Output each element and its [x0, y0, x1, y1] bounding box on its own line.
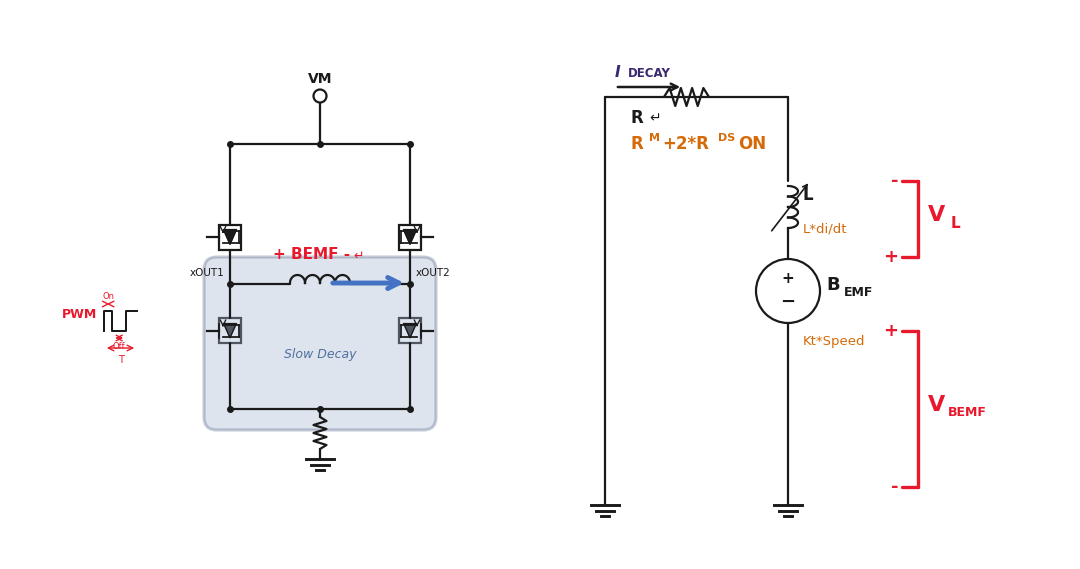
- Text: ON: ON: [738, 135, 766, 153]
- Text: On: On: [103, 292, 114, 301]
- Text: ↵: ↵: [353, 250, 364, 263]
- Bar: [219, 318, 241, 343]
- Text: + BEMF -: + BEMF -: [273, 247, 351, 262]
- Text: xOUT2: xOUT2: [416, 268, 450, 278]
- Text: L: L: [804, 186, 813, 204]
- Polygon shape: [224, 230, 237, 244]
- Text: L: L: [951, 216, 960, 230]
- Polygon shape: [404, 230, 416, 244]
- Bar: [399, 225, 421, 250]
- Text: V: V: [928, 205, 945, 225]
- Text: R: R: [630, 109, 643, 127]
- Text: +: +: [782, 270, 795, 286]
- Text: Off: Off: [113, 342, 125, 351]
- Text: R: R: [630, 135, 643, 153]
- Text: B: B: [826, 276, 839, 294]
- Text: Kt*Speed: Kt*Speed: [804, 335, 865, 348]
- Text: Slow Decay: Slow Decay: [284, 348, 356, 361]
- Text: +2*R: +2*R: [662, 135, 708, 153]
- Text: VM: VM: [308, 72, 333, 86]
- Bar: [219, 225, 241, 250]
- Text: V: V: [928, 395, 945, 415]
- Text: PWM: PWM: [62, 307, 97, 320]
- Text: L*di/dt: L*di/dt: [804, 222, 848, 236]
- Text: DS: DS: [718, 133, 735, 143]
- Text: -: -: [891, 172, 897, 190]
- FancyBboxPatch shape: [204, 257, 436, 430]
- Text: I: I: [615, 65, 621, 80]
- Text: −: −: [781, 293, 796, 311]
- Text: xOUT1: xOUT1: [189, 268, 224, 278]
- Text: -: -: [891, 478, 897, 496]
- Text: DECAY: DECAY: [627, 67, 671, 80]
- Text: +: +: [883, 248, 897, 266]
- Polygon shape: [404, 324, 416, 338]
- Bar: [399, 318, 421, 343]
- Text: M: M: [649, 133, 660, 143]
- Text: +: +: [883, 322, 897, 340]
- Text: BEMF: BEMF: [948, 406, 987, 419]
- Text: T: T: [118, 355, 123, 365]
- Polygon shape: [224, 324, 237, 338]
- Text: EMF: EMF: [843, 286, 874, 299]
- Text: ↵: ↵: [649, 111, 661, 125]
